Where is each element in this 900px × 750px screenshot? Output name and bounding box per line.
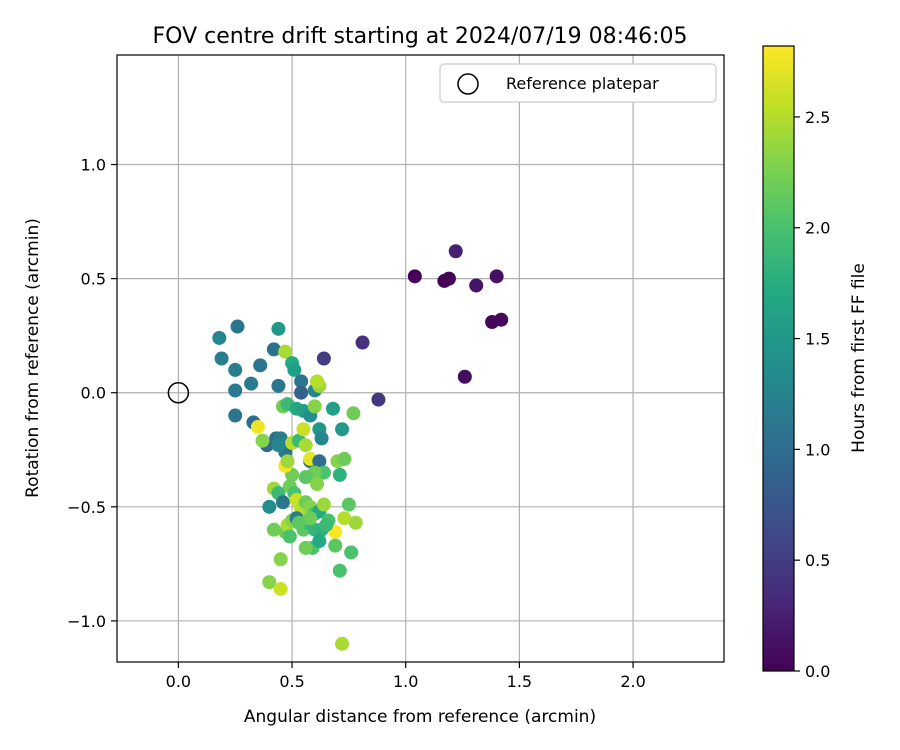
colorbar-tick-label: 0.0 — [805, 662, 830, 681]
colorbar-ticks: 0.0 0.5 1.0 1.5 2.0 2.5 — [794, 108, 830, 681]
data-point — [230, 319, 245, 334]
chart-title: FOV centre drift starting at 2024/07/19 … — [153, 24, 688, 49]
x-tick-label: 2.0 — [620, 672, 645, 691]
ticks-layer: 0.0 0.5 1.0 1.5 2.0 −1.0 −0.5 0.0 0.5 1.0 — [67, 156, 646, 691]
data-point — [262, 575, 277, 590]
data-point — [371, 392, 386, 407]
colorbar-gradient — [762, 45, 795, 672]
data-point — [298, 438, 313, 453]
x-tick-label: 0.5 — [279, 672, 304, 691]
data-point — [355, 335, 370, 350]
x-tick-label: 0.0 — [166, 672, 191, 691]
points-layer — [167, 244, 509, 651]
data-point — [244, 376, 259, 391]
data-point — [266, 342, 281, 357]
data-point — [332, 467, 347, 482]
legend: Reference platepar — [439, 63, 717, 103]
plot-frame — [116, 54, 725, 663]
data-point — [282, 529, 297, 544]
data-point — [335, 422, 350, 437]
colorbar-tick-label: 1.0 — [805, 440, 830, 459]
data-point — [328, 538, 343, 553]
data-point — [312, 454, 327, 469]
data-point — [310, 477, 325, 492]
y-axis-label: Rotation from reference (arcmin) — [23, 218, 43, 498]
colorbar-tick-label: 2.5 — [805, 108, 830, 127]
colorbar-tick-label: 0.5 — [805, 551, 830, 570]
data-point — [266, 522, 281, 537]
data-point — [250, 419, 265, 434]
data-point — [346, 406, 361, 421]
data-point — [214, 351, 229, 366]
colorbar-tick-label: 1.5 — [805, 330, 830, 349]
data-point — [280, 454, 295, 469]
data-point — [341, 497, 356, 512]
data-point — [348, 515, 363, 530]
data-point — [228, 408, 243, 423]
legend-marker-icon — [457, 73, 479, 95]
data-point — [296, 422, 311, 437]
data-point — [316, 497, 331, 512]
x-axis-label: Angular distance from reference (arcmin) — [244, 707, 596, 727]
data-point — [294, 374, 309, 389]
data-point — [294, 385, 309, 400]
data-point — [441, 271, 456, 286]
y-tick-label: −0.5 — [67, 498, 106, 517]
data-point — [253, 358, 268, 373]
data-point — [273, 581, 288, 596]
data-point — [228, 383, 243, 398]
x-tick-label: 1.5 — [507, 672, 532, 691]
grid-layer — [117, 55, 724, 662]
y-tick-label: 0.0 — [81, 384, 106, 403]
data-point — [298, 540, 313, 555]
data-point — [291, 515, 306, 530]
data-point — [310, 374, 325, 389]
y-tick-label: −1.0 — [67, 612, 106, 631]
data-point — [298, 470, 313, 485]
data-point — [271, 438, 286, 453]
x-tick-label: 1.0 — [393, 672, 418, 691]
data-point — [489, 269, 504, 284]
data-point — [469, 278, 484, 293]
y-tick-label: 1.0 — [81, 156, 106, 175]
data-point — [287, 362, 302, 377]
data-point — [337, 511, 352, 526]
data-point — [457, 369, 472, 384]
data-point — [335, 636, 350, 651]
data-point — [228, 362, 243, 377]
data-point — [273, 552, 288, 567]
data-point — [332, 563, 347, 578]
colorbar: 0.0 0.5 1.0 1.5 2.0 2.5 Hours from first FF f… — [762, 45, 869, 681]
data-point — [212, 330, 227, 345]
data-point — [307, 399, 322, 414]
data-point — [271, 378, 286, 393]
reference-marker — [167, 381, 190, 404]
data-point — [448, 244, 463, 259]
y-tick-label: 0.5 — [81, 270, 106, 289]
data-point — [494, 312, 509, 327]
data-point — [303, 511, 318, 526]
data-point — [319, 518, 334, 533]
data-point — [278, 344, 293, 359]
data-point — [271, 321, 286, 336]
data-point — [255, 433, 270, 448]
legend-label: Reference platepar — [506, 74, 659, 93]
data-point — [275, 495, 290, 510]
colorbar-label: Hours from first FF file — [849, 263, 869, 453]
data-point — [262, 499, 277, 514]
data-point — [344, 545, 359, 560]
data-point — [325, 401, 340, 416]
data-point — [314, 431, 329, 446]
data-point — [337, 451, 352, 466]
data-point — [316, 351, 331, 366]
colorbar-tick-label: 2.0 — [805, 219, 830, 238]
data-point — [407, 269, 422, 284]
legend-box — [439, 63, 717, 103]
data-point — [312, 534, 327, 549]
